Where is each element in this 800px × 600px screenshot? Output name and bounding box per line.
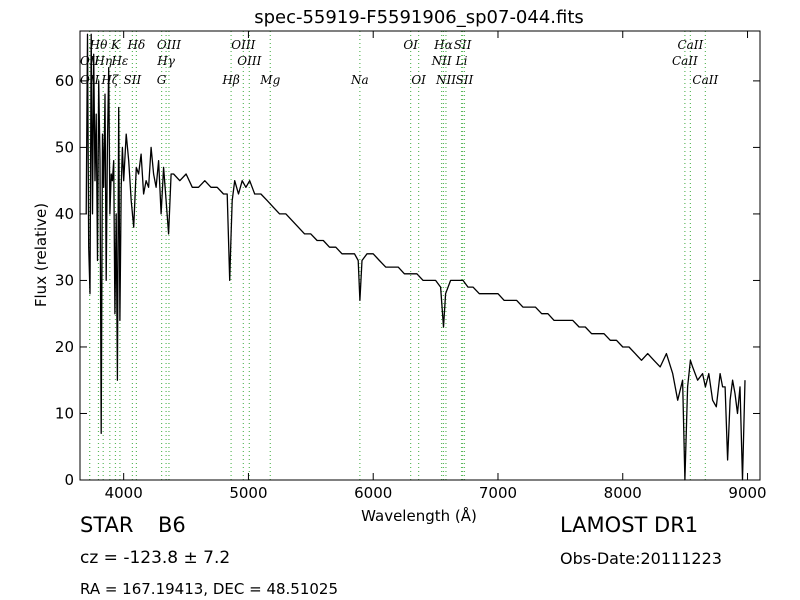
line-marker-label: Hα [433,38,453,52]
x-tick-label: 7000 [479,484,517,502]
line-marker-label: SII [124,73,142,87]
survey-name: LAMOST DR1 [560,513,699,537]
line-marker-label: SII [456,73,474,87]
line-marker-label: OII [80,54,100,68]
coordinates: RA = 167.19413, DEC = 48.51025 [80,580,339,598]
line-marker-label: Na [350,73,369,87]
observation-date: Obs-Date:20111223 [560,549,722,568]
line-marker-label: OIII [237,54,261,68]
line-marker-label: Hθ [89,38,108,52]
y-tick-label: 20 [55,338,74,356]
line-marker-label: Mg [259,73,280,87]
x-tick-label: 8000 [604,484,642,502]
plot-frame [79,30,761,481]
line-marker-label: OIII [157,38,181,52]
line-marker-label: NII [435,73,456,87]
line-marker-label: Hη [93,54,112,68]
line-marker-label: Hε [110,54,128,68]
line-marker-label: Hγ [156,54,175,68]
line-marker-label: CaII [672,54,698,68]
object-subclass: B6 [158,513,186,537]
line-marker-label: Hδ [127,38,146,52]
redshift-value: cz = -123.8 ± 7.2 [80,548,231,568]
x-tick-label: 6000 [354,484,392,502]
line-marker-label: SII [454,38,472,52]
y-tick-label: 30 [55,271,74,289]
x-tick-label: 5000 [229,484,267,502]
line-marker-label: Li [455,54,468,68]
y-axis-label: Flux (relative) [32,203,50,307]
y-tick-label: 10 [55,404,74,422]
spectrum-line-layer [85,33,746,481]
line-marker-label: OI [403,38,418,52]
line-marker-label: NII [431,54,452,68]
y-tick-label: 40 [55,205,74,223]
x-axis-label: Wavelength (Å) [361,506,477,525]
object-class: STAR [80,513,134,537]
line-marker-label: G [157,73,167,87]
spectrum-line [85,33,746,481]
line-marker-label: Hζ [100,73,119,87]
line-marker-label: CaII [677,38,703,52]
y-tick-label: 50 [55,138,74,156]
axis-ticks: 4000 5000 6000 7000 8000 9000 0 10 20 30 40 50 60 [55,31,767,502]
x-tick-label: 4000 [105,484,143,502]
y-tick-label: 0 [64,471,74,489]
chart-title: spec-55919-F5591906_sp07-044.fits [254,7,584,28]
x-tick-label: 9000 [728,484,766,502]
line-marker-label: OIII [231,38,255,52]
line-marker-label: Hβ [221,73,239,87]
line-marker-label: OII [80,73,100,87]
line-marker-label: OI [411,73,426,87]
y-tick-label: 60 [55,72,74,90]
line-marker-label: K [110,38,121,52]
line-marker-label: CaII [692,73,718,87]
